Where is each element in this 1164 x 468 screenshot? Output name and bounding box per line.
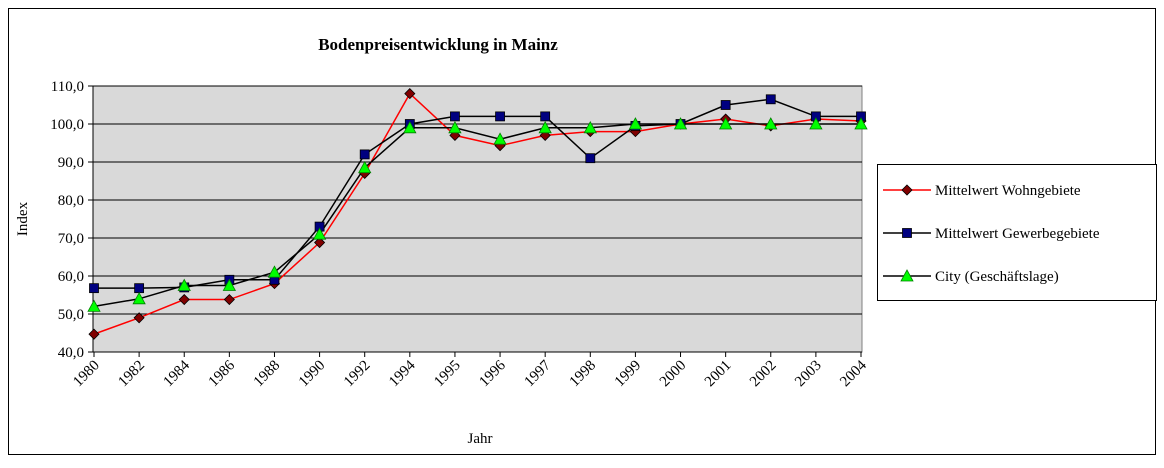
legend-label: City (Geschäftslage) (935, 269, 1059, 285)
marker (540, 111, 551, 122)
y-tick-label: 90,0 (58, 155, 84, 171)
marker (764, 117, 778, 130)
y-tick-label: 70,0 (58, 231, 84, 247)
chart-title: Bodenpreisentwicklung in Mainz (318, 35, 558, 54)
marker (222, 278, 237, 291)
marker (583, 120, 597, 134)
series-line (93, 123, 861, 308)
marker (358, 160, 372, 174)
marker (404, 88, 416, 100)
marker (314, 236, 326, 249)
marker (403, 120, 417, 134)
marker (134, 283, 145, 294)
marker (538, 120, 552, 134)
legend-label: Mittelwert Gewerbegebiete (935, 226, 1100, 242)
marker (359, 149, 370, 160)
marker (178, 293, 190, 306)
series-line (94, 98, 861, 289)
marker (87, 299, 101, 312)
y-tick-label: 80,0 (58, 193, 84, 209)
marker (223, 293, 235, 306)
legend-marker (901, 184, 913, 196)
legend-label: Mittelwert Wohngebiete (935, 183, 1081, 199)
marker (854, 117, 868, 130)
marker (718, 117, 733, 130)
y-axis-label: Index (15, 201, 31, 236)
legend-marker (902, 228, 912, 238)
marker (88, 328, 100, 340)
marker (585, 153, 596, 164)
y-tick-label: 60,0 (58, 269, 84, 285)
marker (495, 111, 505, 122)
marker (132, 291, 146, 305)
marker (493, 132, 507, 145)
marker (809, 117, 823, 130)
marker (673, 117, 688, 130)
legend-marker (900, 269, 914, 282)
series-line (93, 92, 862, 335)
y-tick-label: 40,0 (58, 345, 84, 361)
marker (177, 278, 191, 291)
x-axis-label: Jahr (468, 431, 493, 447)
marker (312, 227, 327, 240)
marker (448, 120, 462, 134)
marker (720, 100, 731, 110)
marker (133, 312, 145, 324)
marker (765, 94, 776, 105)
marker (450, 111, 460, 122)
y-tick-label: 110,0 (51, 79, 84, 95)
marker (89, 283, 99, 294)
y-tick-label: 50,0 (58, 307, 84, 323)
y-tick-label: 100,0 (50, 117, 84, 133)
marker (628, 117, 643, 130)
plot-area (92, 85, 863, 353)
marker (267, 265, 282, 278)
